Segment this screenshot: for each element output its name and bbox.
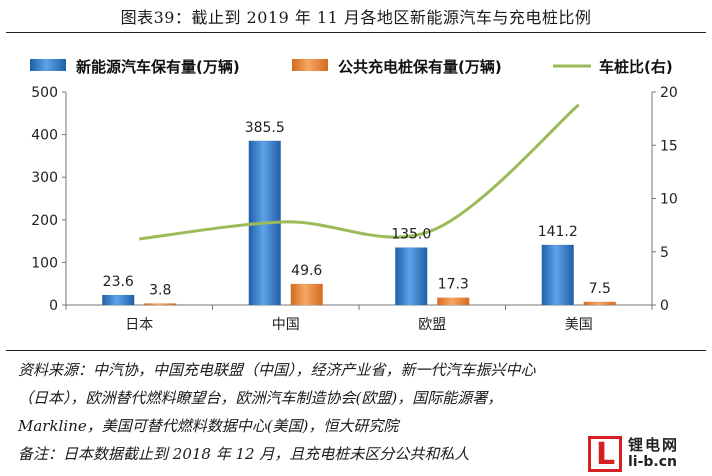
legend-label: 公共充电桩保有量(万辆) xyxy=(338,58,502,76)
source-rule xyxy=(6,350,706,351)
x-tick-label: 欧盟 xyxy=(418,317,446,333)
data-label: 135.0 xyxy=(391,226,431,242)
bar xyxy=(583,301,616,305)
source-line: （日本），欧洲替代燃料瞭望台，欧洲汽车制造协会(欧盟)，国际能源署， xyxy=(18,389,503,407)
legend-swatch xyxy=(30,59,66,71)
y-left-tick-label: 300 xyxy=(31,170,58,186)
bar xyxy=(144,303,177,305)
y-right-tick-label: 20 xyxy=(660,85,678,101)
bar xyxy=(102,294,135,305)
logo-url: li-b.cn xyxy=(628,454,678,470)
y-right-tick-label: 15 xyxy=(660,138,678,154)
data-label: 7.5 xyxy=(589,281,611,297)
data-label: 17.3 xyxy=(438,277,469,293)
bar xyxy=(437,297,470,305)
data-label: 385.5 xyxy=(245,120,285,136)
ratio-line-path xyxy=(139,103,580,241)
y-right-tick-label: 10 xyxy=(660,192,678,208)
chart-title: 图表39：截止到 2019 年 11 月各地区新能源汽车与充电桩比例 xyxy=(120,8,592,27)
y-left-tick-label: 500 xyxy=(31,85,58,101)
chart: 新能源汽车保有量(万辆) 公共充电桩保有量(万辆) 车桩比(右) 010020030… xyxy=(30,58,678,333)
y-left-tick-label: 0 xyxy=(49,298,58,314)
x-tick-label: 日本 xyxy=(125,317,153,333)
data-label: 49.6 xyxy=(291,263,322,279)
source-note: 资料来源：中汽协，中国充电联盟（中国），经济产业省，新一代汽车振兴中心 （日本）… xyxy=(18,356,708,468)
legend-label: 车桩比(右) xyxy=(599,58,673,76)
source-line: Markline，美国可替代燃料数据中心(美国)，恒大研究院 xyxy=(18,417,399,435)
logo-name: 锂电网 xyxy=(628,436,680,454)
logo-mark: L xyxy=(588,436,622,472)
bar xyxy=(541,244,574,305)
data-label: 3.8 xyxy=(149,282,171,298)
y-left-tick-label: 100 xyxy=(31,255,58,271)
watermark-logo: L 锂电网 li-b.cn xyxy=(588,434,706,474)
y-right-tick-label: 5 xyxy=(660,245,669,261)
bar xyxy=(395,247,428,305)
data-label: 23.6 xyxy=(103,274,134,290)
source-line: 资料来源：中汽协，中国充电联盟（中国），经济产业省，新一代汽车振兴中心 xyxy=(18,361,536,379)
top-rule xyxy=(6,32,706,33)
legend-swatch xyxy=(292,59,328,71)
ratio-line xyxy=(139,103,580,241)
source-line: 备注：日本数据截止到 2018 年 12 月，且充电桩未区分公共和私人 xyxy=(18,445,470,463)
legend-label: 新能源汽车保有量(万辆) xyxy=(76,58,240,76)
legend: 新能源汽车保有量(万辆) 公共充电桩保有量(万辆) 车桩比(右) xyxy=(30,58,673,76)
bar xyxy=(290,283,323,305)
data-label: 141.2 xyxy=(538,224,578,240)
y-left-tick-label: 400 xyxy=(31,128,58,144)
y-right-tick-label: 0 xyxy=(660,298,669,314)
x-tick-label: 美国 xyxy=(565,317,593,333)
data-labels: 23.6 385.5 135.0 141.2 3.8 49.6 17.3 7.5 xyxy=(103,120,611,299)
x-tick-label: 中国 xyxy=(272,317,300,333)
y-left-tick-label: 200 xyxy=(31,213,58,229)
